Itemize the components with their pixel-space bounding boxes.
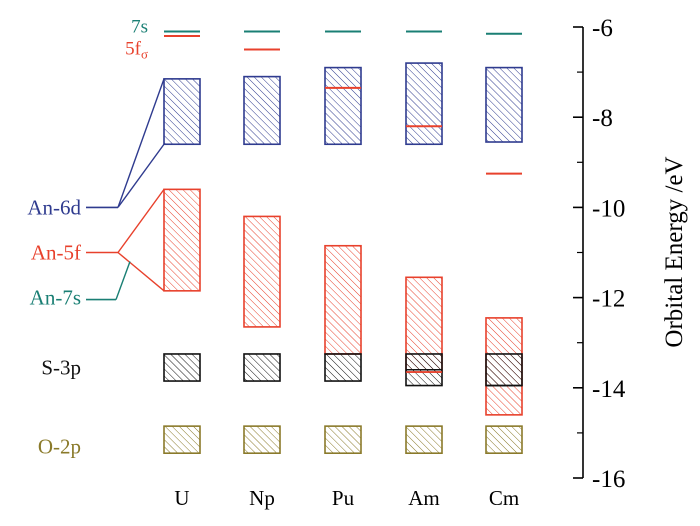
y-axis: -6 -8 -10 -12 -14 -16 (573, 15, 626, 493)
y-tick-label-3: -12 (592, 286, 625, 313)
band-o-2p-np (243, 425, 281, 454)
label-7s: 7s (131, 17, 148, 38)
y-tick-label-0: -6 (592, 15, 613, 42)
band-an-5f-pu (324, 244, 362, 355)
band-s-3p-cm (485, 353, 523, 387)
legend-label-an-7s: An-7s (30, 286, 81, 310)
x-tick-label-am: Am (408, 486, 440, 510)
band-an-5f-u (163, 188, 201, 292)
band-an-6d-np (243, 75, 281, 146)
y-tick-label-5: -16 (592, 466, 625, 493)
y-tick-label-2: -10 (592, 195, 625, 222)
x-tick-label-np: Np (249, 486, 275, 510)
band-an-6d-u (163, 78, 201, 146)
legend-label-an-6d: An-6d (27, 195, 81, 219)
x-tick-label-u: U (174, 486, 189, 510)
band-s-3p-pu (324, 353, 362, 382)
band-an-6d-pu (324, 66, 362, 146)
top-labels: 7s 5fσ (125, 17, 148, 62)
bands-layer (163, 62, 523, 454)
legend-fans-layer (86, 78, 165, 301)
band-o-2p-am (405, 425, 443, 454)
band-s-3p-u (163, 353, 201, 382)
legend-label-o-2p: O-2p (38, 434, 81, 458)
x-tick-label-pu: Pu (332, 486, 355, 510)
x-tick-label-cm: Cm (489, 486, 519, 510)
band-s-3p-np (243, 353, 281, 382)
y-axis-label: Orbital Energy /eV (661, 156, 688, 347)
legend-label-s-3p: S-3p (41, 356, 81, 380)
levels-layer (164, 30, 522, 387)
y-tick-label-4: -14 (592, 376, 626, 403)
x-axis: U Np Pu Am Cm (174, 486, 519, 510)
band-an-6d-cm (485, 66, 523, 143)
fan-an-6d-lower (117, 143, 165, 208)
fan-an-5f-upper (117, 188, 165, 253)
fan-an-6d-upper (117, 78, 165, 208)
band-an-6d-am (405, 62, 443, 146)
band-o-2p-cm (485, 425, 523, 454)
band-o-2p-u (163, 425, 201, 454)
band-o-2p-pu (324, 425, 362, 454)
y-tick-label-1: -8 (592, 105, 613, 132)
legend-label-an-5f: An-5f (31, 241, 81, 265)
band-an-5f-np (243, 215, 281, 328)
fan-an-7s-link (115, 261, 131, 300)
label-5f-sigma: 5fσ (125, 39, 148, 62)
legend: An-6d An-5f An-7s S-3p O-2p (27, 195, 81, 458)
fan-an-5f-lower (117, 251, 165, 292)
